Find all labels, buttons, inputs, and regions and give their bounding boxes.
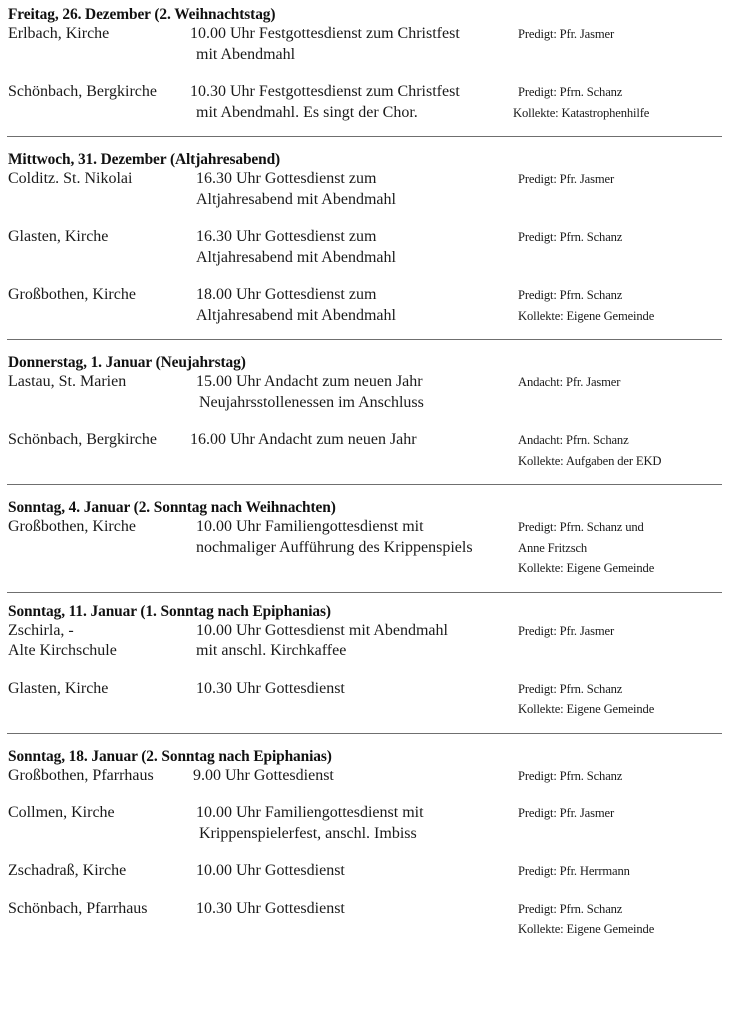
section-divider [7,484,722,485]
service-event: 10.00 Uhr Festgottesdienst zum Christfes… [190,25,460,42]
service-entry: Schönbach, Bergkirche 16.00 Uhr Andacht … [0,430,729,471]
service-entry: Collmen, Kirche 10.00 Uhr Familiengottes… [0,803,729,844]
service-event-cont: Altjahresabend mit Abendmahl [196,306,396,324]
service-entry: Lastau, St. Marien 15.00 Uhr Andacht zum… [0,372,729,413]
service-entry: Zschirla, - 10.00 Uhr Gottesdienst mit A… [0,621,729,662]
service-place: Erlbach, Kirche [8,25,110,42]
service-event: 10.30 Uhr Gottesdienst [196,899,345,917]
service-entry: Schönbach, Bergkirche 10.30 Uhr Festgott… [0,82,729,123]
service-note: Andacht: Pfr. Jasmer [518,375,621,389]
date-section: Sonntag, 11. Januar (1. Sonntag nach Epi… [0,593,729,734]
service-entry: Glasten, Kirche 16.30 Uhr Gottesdienst z… [0,227,729,268]
service-note: Predigt: Pfrn. Schanz [518,230,623,244]
service-note: Predigt: Pfr. Herrmann [518,864,630,878]
service-note: Predigt: Pfrn. Schanz und [518,520,644,534]
service-place: Schönbach, Bergkirche [8,83,157,100]
date-section: Donnerstag, 1. Januar (Neujahrstag) Last… [0,340,729,485]
service-place: Glasten, Kirche [8,679,109,697]
service-event-cont: mit anschl. Kirchkaffee [196,642,347,659]
service-place: Schönbach, Pfarrhaus [8,899,148,917]
section-heading: Sonntag, 4. Januar (2. Sonntag nach Weih… [8,499,336,516]
service-event: 16.30 Uhr Gottesdienst zum [196,170,377,187]
service-event-cont: mit Abendmahl. Es singt der Chor. [196,103,418,121]
service-entry: Glasten, Kirche 10.30 Uhr Gottesdienst P… [0,679,729,720]
service-entry: Großbothen, Kirche 10.00 Uhr Familiengot… [0,517,729,579]
service-event-cont: Altjahresabend mit Abendmahl [196,190,396,208]
service-entry: Colditz. St. Nikolai 16.30 Uhr Gottesdie… [0,169,729,210]
service-event-cont: nochmaliger Aufführung des Krippenspiels [196,538,473,556]
service-entry: Großbothen, Pfarrhaus 9.00 Uhr Gottesdie… [0,766,729,787]
service-note: Andacht: Pfrn. Schanz [518,433,629,447]
date-section: Freitag, 26. Dezember (2. Weihnachtstag)… [0,0,729,137]
service-event-cont: Altjahresabend mit Abendmahl [196,248,396,266]
section-heading: Sonntag, 11. Januar (1. Sonntag nach Epi… [8,602,331,620]
service-place: Zschadraß, Kirche [8,862,127,879]
service-place: Großbothen, Kirche [8,518,136,535]
service-event: 10.30 Uhr Festgottesdienst zum Christfes… [190,83,460,100]
service-note-collection: Kollekte: Eigene Gemeinde [518,922,655,936]
service-entry: Zschadraß, Kirche 10.00 Uhr Gottesdienst… [0,861,729,882]
service-place: Colditz. St. Nikolai [8,170,133,187]
date-section: Sonntag, 18. Januar (2. Sonntag nach Epi… [0,734,729,940]
service-place-cont: Alte Kirchschule [8,642,117,659]
service-place: Glasten, Kirche [8,228,109,245]
service-event-cont: mit Abendmahl [196,45,296,63]
section-heading: Sonntag, 18. Januar (2. Sonntag nach Epi… [8,747,332,765]
section-divider [7,591,722,593]
service-event: 15.00 Uhr Andacht zum neuen Jahr [196,373,423,390]
date-section: Sonntag, 4. Januar (2. Sonntag nach Weih… [0,485,729,593]
service-event: 10.00 Uhr Familiengottesdienst mit [196,518,424,535]
service-event: 18.00 Uhr Gottesdienst zum [196,286,377,303]
service-entry: Großbothen, Kirche 18.00 Uhr Gottesdiens… [0,285,729,326]
service-event: 9.00 Uhr Gottesdienst [193,766,334,784]
service-event: 16.00 Uhr Andacht zum neuen Jahr [190,431,417,448]
service-event: 10.00 Uhr Familiengottesdienst mit [196,804,424,821]
section-heading: Mittwoch, 31. Dezember (Altjahresabend) [8,151,281,168]
service-event: 10.00 Uhr Gottesdienst mit Abendmahl [196,621,448,639]
service-note-collection: Kollekte: Eigene Gemeinde [518,561,655,575]
section-divider [7,732,722,734]
service-note: Predigt: Pfrn. Schanz [518,288,623,302]
service-event-cont: Krippenspielerfest, anschl. Imbiss [199,824,417,842]
service-note: Predigt: Pfr. Jasmer [518,27,614,41]
service-note: Predigt: Pfrn. Schanz [518,85,623,99]
section-heading: Freitag, 26. Dezember (2. Weihnachtstag) [8,6,276,23]
service-place: Zschirla, - [8,621,74,639]
service-place: Schönbach, Bergkirche [8,431,157,448]
service-note: Predigt: Pfr. Jasmer [518,623,614,638]
service-note-collection: Kollekte: Aufgaben der EKD [518,453,662,468]
service-place: Großbothen, Kirche [8,286,136,303]
service-note: Predigt: Pfrn. Schanz [518,681,623,696]
section-divider [7,136,722,137]
service-event-cont: Neujahrsstollenessen im Anschluss [199,393,424,411]
date-section: Mittwoch, 31. Dezember (Altjahresabend) … [0,137,729,340]
service-note: Predigt: Pfr. Jasmer [518,172,614,186]
service-note-collection: Kollekte: Katastrophenhilfe [513,105,650,120]
service-place: Lastau, St. Marien [8,373,127,390]
service-place: Großbothen, Pfarrhaus [8,766,154,784]
service-event: 10.00 Uhr Gottesdienst [196,862,345,879]
service-note-collection: Kollekte: Eigene Gemeinde [518,702,655,716]
service-note-collection: Kollekte: Eigene Gemeinde [518,308,655,323]
service-place: Collmen, Kirche [8,804,115,821]
service-event: 10.30 Uhr Gottesdienst [196,679,345,697]
service-event: 16.30 Uhr Gottesdienst zum [196,228,377,245]
service-note: Predigt: Pfr. Jasmer [518,806,614,820]
service-entry: Schönbach, Pfarrhaus 10.30 Uhr Gottesdie… [0,899,729,940]
service-note-cont: Anne Fritzsch [518,540,588,555]
service-note: Predigt: Pfrn. Schanz [518,901,623,916]
service-note: Predigt: Pfrn. Schanz [518,768,623,783]
service-entry: Erlbach, Kirche 10.00 Uhr Festgottesdien… [0,24,729,65]
section-heading: Donnerstag, 1. Januar (Neujahrstag) [8,354,246,371]
section-divider [7,339,722,340]
